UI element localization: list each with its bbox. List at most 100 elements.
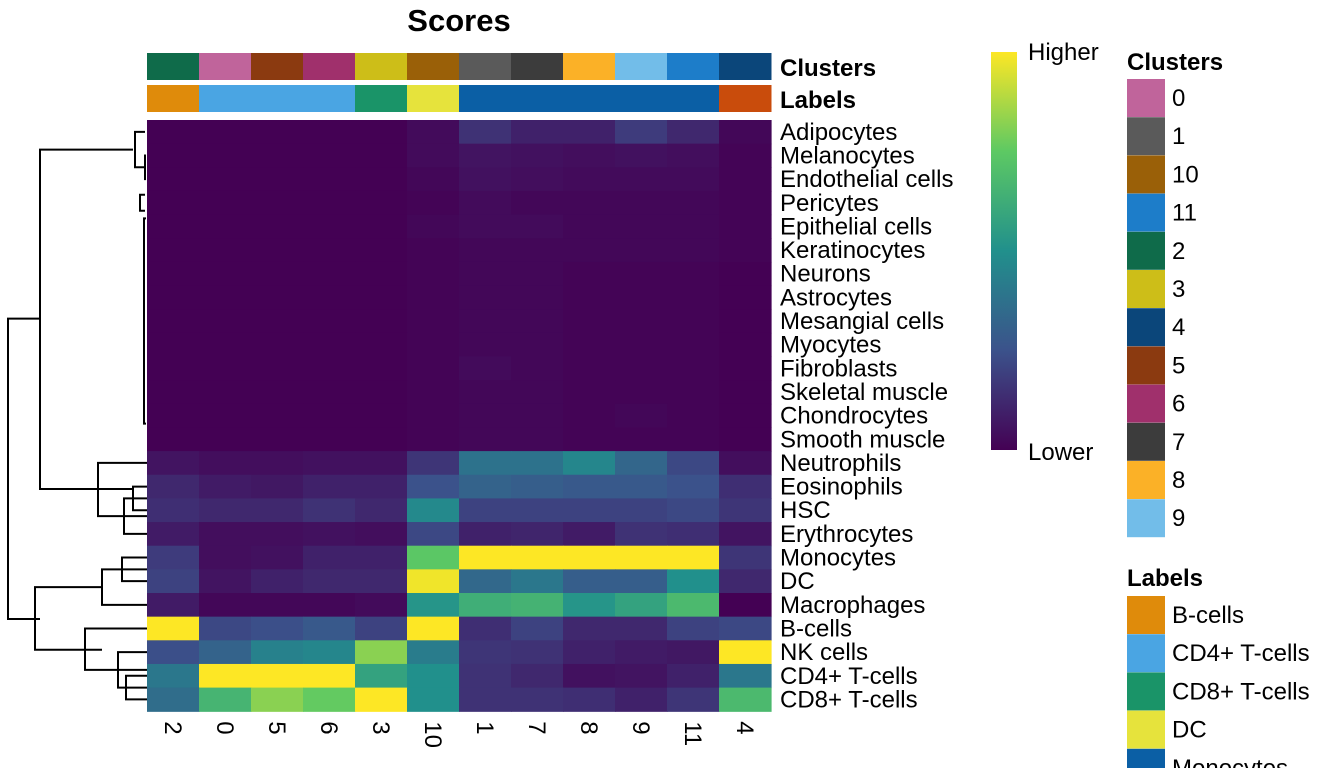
heatmap-cell bbox=[459, 451, 512, 476]
heatmap-cell bbox=[459, 238, 512, 263]
heatmap-cell bbox=[511, 569, 564, 594]
heatmap-cell bbox=[719, 593, 772, 618]
heatmap-cell bbox=[615, 380, 668, 405]
legend-swatch bbox=[1127, 672, 1165, 711]
heatmap-cell bbox=[251, 545, 304, 570]
heatmap-cell bbox=[511, 214, 564, 239]
heatmap-cell bbox=[147, 143, 200, 168]
row-label: Pericytes bbox=[780, 190, 879, 217]
heatmap-cell bbox=[407, 380, 460, 405]
row-label: Monocytes bbox=[780, 545, 896, 572]
row-label: Chondrocytes bbox=[780, 403, 928, 430]
column-label: 11 bbox=[679, 721, 706, 746]
cluster-annotation-bar bbox=[147, 53, 772, 80]
cluster-annotation-cell bbox=[667, 53, 720, 80]
heatmap-cell bbox=[147, 120, 200, 145]
dendrogram-branch bbox=[143, 217, 146, 425]
heatmap-cell bbox=[303, 593, 356, 618]
heatmap-cell bbox=[563, 687, 616, 712]
heatmap-cell bbox=[303, 120, 356, 145]
heatmap-cell bbox=[407, 285, 460, 310]
heatmap-cell bbox=[303, 167, 356, 192]
heatmap-cell bbox=[667, 498, 720, 523]
heatmap-cell bbox=[459, 120, 512, 145]
heatmap-cell bbox=[459, 593, 512, 618]
heatmap-cell bbox=[199, 167, 252, 192]
column-label: 0 bbox=[211, 721, 238, 734]
heatmap-cell bbox=[147, 569, 200, 594]
heatmap-cell bbox=[147, 687, 200, 712]
annotation-label-clusters: Clusters bbox=[780, 55, 876, 82]
cluster-annotation-cell bbox=[615, 53, 668, 80]
heatmap-cell bbox=[667, 143, 720, 168]
heatmap-cell bbox=[355, 403, 408, 429]
legend-swatch bbox=[1127, 596, 1165, 634]
heatmap-cell bbox=[199, 498, 252, 523]
colorbar-low-label: Lower bbox=[1028, 439, 1093, 466]
heatmap-cell bbox=[511, 143, 564, 168]
heatmap-cell bbox=[667, 214, 720, 239]
dendrogram-branch bbox=[7, 317, 40, 621]
legend-item-label: 6 bbox=[1172, 391, 1185, 418]
legend-swatch bbox=[1127, 346, 1165, 385]
legend-swatch bbox=[1127, 422, 1165, 461]
heatmap-cell bbox=[719, 380, 772, 405]
heatmap-cell bbox=[407, 214, 460, 239]
heatmap-cell bbox=[199, 356, 252, 381]
heatmap-cell bbox=[563, 593, 616, 618]
heatmap-cell bbox=[563, 498, 616, 523]
row-label: Fibroblasts bbox=[780, 355, 897, 382]
heatmap-cell bbox=[355, 167, 408, 192]
heatmap-cell bbox=[251, 167, 304, 192]
heatmap-cell bbox=[459, 356, 512, 381]
heatmap-cell bbox=[199, 309, 252, 334]
heatmap-cell bbox=[563, 120, 616, 145]
heatmap-cell bbox=[407, 640, 460, 665]
heatmap-cell bbox=[459, 285, 512, 310]
heatmap-cell bbox=[563, 569, 616, 594]
heatmap-cell bbox=[251, 403, 304, 429]
heatmap-cell bbox=[199, 214, 252, 239]
heatmap-cell bbox=[199, 238, 252, 263]
heatmap-cell bbox=[303, 569, 356, 594]
heatmap-cell bbox=[147, 474, 200, 499]
heatmap-cell bbox=[355, 569, 408, 594]
heatmap-cell bbox=[615, 474, 668, 499]
heatmap-cell bbox=[563, 190, 616, 216]
row-label: Endothelial cells bbox=[780, 166, 953, 193]
heatmap-cell bbox=[199, 522, 252, 547]
row-label: Keratinocytes bbox=[780, 237, 925, 264]
heatmap-cell bbox=[407, 687, 460, 712]
legend-swatch bbox=[1127, 308, 1165, 347]
legend-item-label: 9 bbox=[1172, 505, 1185, 532]
heatmap-cell bbox=[563, 143, 616, 168]
heatmap-cell bbox=[251, 593, 304, 618]
colorbar bbox=[991, 52, 1017, 450]
heatmap-cell bbox=[199, 640, 252, 665]
heatmap-cell bbox=[199, 569, 252, 594]
label-annotation-cell bbox=[407, 85, 460, 112]
heatmap-cell bbox=[303, 356, 356, 381]
heatmap-cell bbox=[719, 261, 772, 287]
heatmap-cell bbox=[303, 190, 356, 216]
row-label: Macrophages bbox=[780, 592, 925, 619]
heatmap-cell bbox=[199, 261, 252, 287]
heatmap-cell bbox=[563, 285, 616, 310]
heatmap-cell bbox=[615, 687, 668, 712]
heatmap-cell bbox=[459, 403, 512, 429]
heatmap-cell bbox=[511, 498, 564, 523]
heatmap-cell bbox=[251, 214, 304, 239]
heatmap-cell bbox=[719, 451, 772, 476]
colorbar-high-label: Higher bbox=[1028, 39, 1099, 66]
heatmap-cell bbox=[719, 356, 772, 381]
row-label: Astrocytes bbox=[780, 284, 892, 311]
heatmap-cell bbox=[303, 522, 356, 547]
heatmap-cell bbox=[511, 261, 564, 287]
row-label: Mesangial cells bbox=[780, 308, 944, 335]
heatmap-cell bbox=[407, 474, 460, 499]
heatmap-cell bbox=[147, 640, 200, 665]
heatmap-cell bbox=[199, 120, 252, 145]
heatmap-cell bbox=[511, 285, 564, 310]
legend-item-label: 3 bbox=[1172, 276, 1185, 303]
heatmap-cell bbox=[407, 190, 460, 216]
